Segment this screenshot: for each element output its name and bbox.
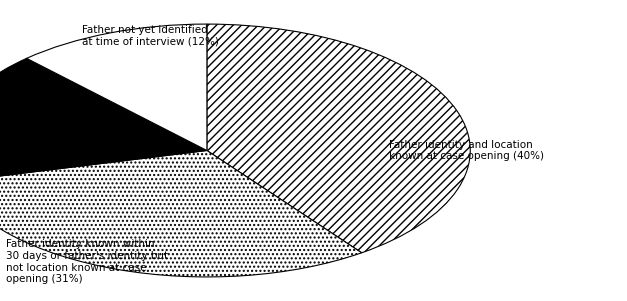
Wedge shape (26, 24, 207, 150)
Text: Father identified more than
30 days after case opening
(17%): Father identified more than 30 days afte… (6, 119, 149, 152)
Text: Father identity known within
30 days or father's identity but
not location known: Father identity known within 30 days or … (6, 240, 169, 284)
Wedge shape (0, 58, 207, 182)
Text: Father identity and location
known at case opening (40%): Father identity and location known at ca… (389, 140, 544, 161)
Wedge shape (207, 24, 470, 253)
Wedge shape (0, 150, 362, 277)
Text: Father not yet identified
at time of interview (12%): Father not yet identified at time of int… (82, 25, 218, 47)
